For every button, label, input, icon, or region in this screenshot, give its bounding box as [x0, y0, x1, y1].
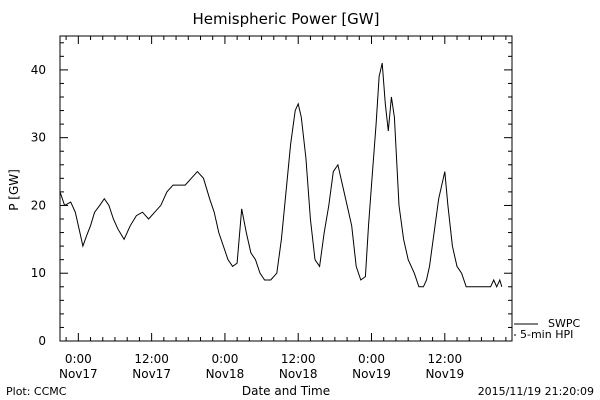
chart-title: Hemispheric Power [GW]	[193, 10, 380, 28]
x-tick-label-time: 12:00	[134, 352, 169, 366]
y-tick-label: 30	[31, 131, 46, 145]
x-tick-label-date: Nov18	[206, 367, 245, 381]
legend-label-swpc: SWPC	[548, 317, 580, 330]
legend: SWPC 5-min HPI	[514, 317, 580, 341]
y-axis-label: P [GW]	[7, 169, 21, 211]
x-tick-label-date: Nov18	[279, 367, 318, 381]
series-line-5-min-hpi	[59, 62, 503, 289]
y-tick-label: 40	[31, 63, 46, 77]
y-tick-label: 10	[31, 266, 46, 280]
y-tick-label: 20	[31, 198, 46, 212]
timestamp: 2015/11/19 21:20:09	[478, 385, 594, 398]
x-tick-label-date: Nov17	[59, 367, 98, 381]
y-tick-label: 0	[38, 334, 46, 348]
x-axis-label: Date and Time	[242, 384, 330, 398]
plot-credit: Plot: CCMC	[6, 385, 67, 398]
x-tick-label-time: 12:00	[281, 352, 316, 366]
legend-label-hpi: 5-min HPI	[520, 328, 573, 341]
x-axis: 0:00Nov1712:00Nov170:00Nov1812:00Nov180:…	[59, 36, 507, 381]
x-tick-label-date: Nov19	[352, 367, 391, 381]
x-tick-label-time: 12:00	[428, 352, 463, 366]
x-tick-label-time: 0:00	[358, 352, 385, 366]
x-tick-label-time: 0:00	[65, 352, 92, 366]
x-tick-label-date: Nov17	[132, 367, 171, 381]
x-tick-label-date: Nov19	[425, 367, 464, 381]
y-axis: 0 10 20 30 40	[31, 42, 512, 348]
x-tick-label-time: 0:00	[211, 352, 238, 366]
